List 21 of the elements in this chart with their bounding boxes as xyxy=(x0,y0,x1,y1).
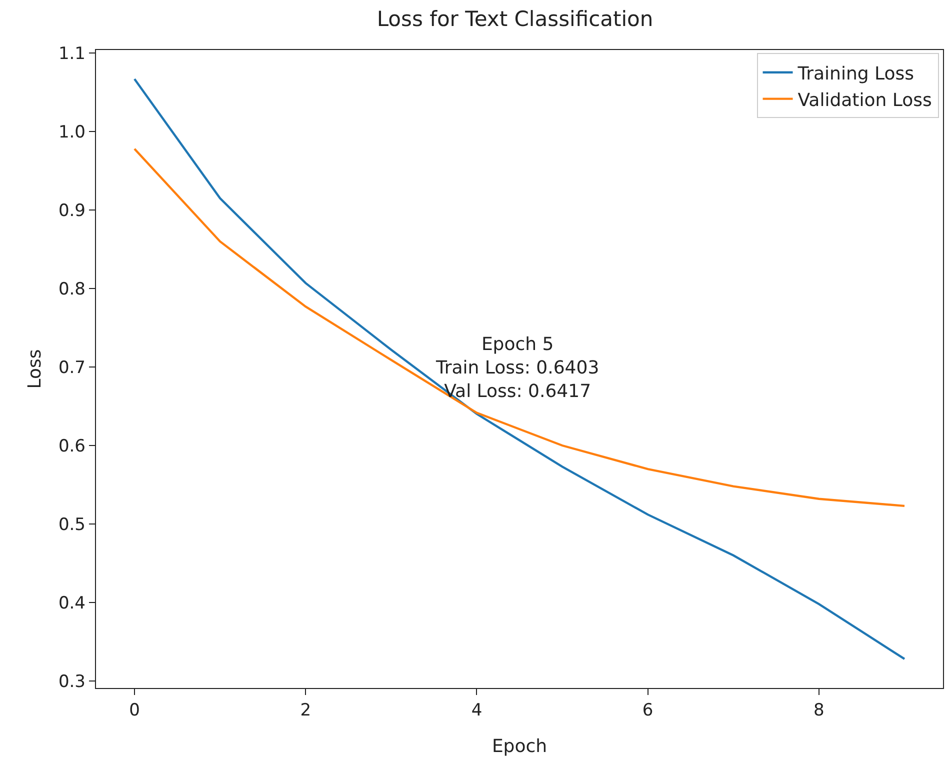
y-tick-label: 1.0 xyxy=(58,122,86,143)
y-tick-label: 0.6 xyxy=(58,436,86,456)
y-tick-label: 0.9 xyxy=(58,201,86,222)
y-axis-title: Loss xyxy=(24,349,46,389)
y-tick-label: 1.1 xyxy=(58,44,86,64)
x-tick-label: 8 xyxy=(814,700,824,720)
y-tick-label: 0.7 xyxy=(58,358,86,378)
y-tick-label: 0.4 xyxy=(58,593,86,614)
x-tick-label: 6 xyxy=(642,700,654,720)
y-tick-label: 0.8 xyxy=(58,280,86,300)
y-tick-label: 0.5 xyxy=(58,514,86,535)
legend-label: Training Loss xyxy=(796,63,914,84)
y-tick-label: 0.3 xyxy=(58,672,86,692)
line-series xyxy=(133,148,906,508)
x-tick-label: 4 xyxy=(471,700,482,720)
x-tick-label: 0 xyxy=(129,700,140,720)
chart-title: Loss for Text Classification xyxy=(376,7,654,32)
legend-label: Validation Loss xyxy=(798,90,932,111)
x-axis-title: Epoch xyxy=(492,736,548,758)
x-tick-label: 2 xyxy=(300,700,312,720)
annotation: Epoch 5 Train Loss: 0.6403 Val Loss: 0.6417 xyxy=(435,334,600,402)
